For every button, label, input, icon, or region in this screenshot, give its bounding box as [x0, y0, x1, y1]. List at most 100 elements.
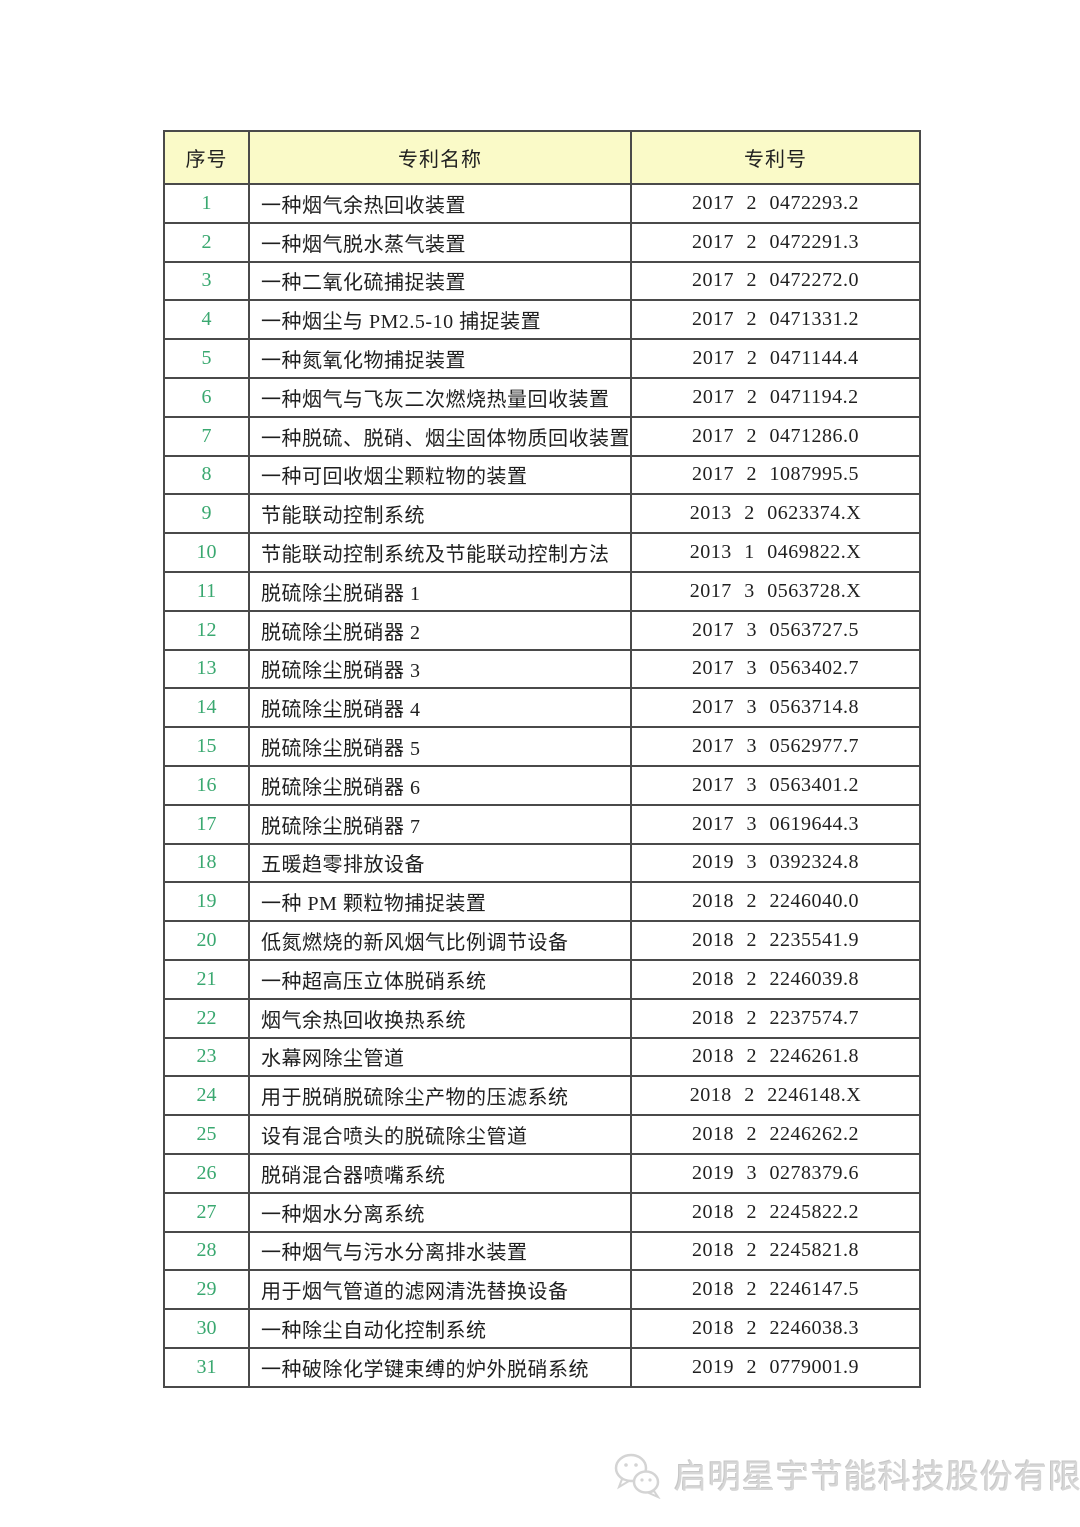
patent-number: 2013 2 0623374.X — [630, 493, 921, 535]
wechat-bubbles-icon — [614, 1453, 661, 1499]
patent-number: 2017 2 1087995.5 — [630, 454, 921, 496]
row-index: 4 — [163, 299, 250, 341]
patent-name: 脱硫除尘脱硝器 3 — [248, 648, 632, 690]
patent-number: 2017 2 0471144.4 — [630, 338, 921, 379]
patent-name: 一种二氧化硫捕捉装置 — [248, 260, 632, 302]
patent-number: 2018 2 2235541.9 — [630, 920, 921, 961]
table-row: 10 节能联动控制系统及节能联动控制方法 2013 1 0469822.X — [163, 532, 921, 573]
row-index: 31 — [163, 1346, 250, 1388]
table-row: 1 一种烟气余热回收装置 2017 2 0472293.2 — [163, 183, 921, 224]
patent-name: 一种除尘自动化控制系统 — [248, 1308, 632, 1349]
patent-number: 2018 2 2246039.8 — [630, 958, 921, 1000]
table-body: 1 一种烟气余热回收装置 2017 2 0472293.2 2 一种烟气脱水蒸气… — [163, 183, 921, 1388]
header-cell-name: 专利名称 — [248, 130, 632, 185]
patent-name: 设有混合喷头的脱硫除尘管道 — [248, 1114, 632, 1155]
patent-table-container: 序号 专利名称 专利号 1 一种烟气余热回收装置 2017 2 0472293.… — [163, 130, 921, 1388]
patent-name: 一种烟水分离系统 — [248, 1191, 632, 1233]
patent-number: 2018 2 2246038.3 — [630, 1308, 921, 1349]
patent-name: 脱硫除尘脱硝器 5 — [248, 726, 632, 767]
row-index: 9 — [163, 493, 250, 535]
patent-number: 2018 2 2246262.2 — [630, 1114, 921, 1155]
patent-name: 一种烟气余热回收装置 — [248, 183, 632, 224]
patent-name: 节能联动控制系统 — [248, 493, 632, 535]
row-index: 15 — [163, 726, 250, 767]
table-row: 9 节能联动控制系统 2013 2 0623374.X — [163, 493, 921, 535]
patent-number: 2017 2 0472293.2 — [630, 183, 921, 224]
patent-name: 用于烟气管道的滤网清洗替换设备 — [248, 1269, 632, 1311]
patent-name: 脱硫除尘脱硝器 6 — [248, 764, 632, 806]
patent-number: 2017 3 0619644.3 — [630, 803, 921, 845]
patent-name: 节能联动控制系统及节能联动控制方法 — [248, 532, 632, 573]
table-row: 30 一种除尘自动化控制系统 2018 2 2246038.3 — [163, 1308, 921, 1349]
patent-name: 脱硫除尘脱硝器 4 — [248, 687, 632, 729]
row-index: 28 — [163, 1230, 250, 1272]
patent-name: 烟气余热回收换热系统 — [248, 997, 632, 1039]
patent-name: 水幕网除尘管道 — [248, 1036, 632, 1078]
row-index: 13 — [163, 648, 250, 690]
row-index: 2 — [163, 221, 250, 263]
patent-number: 2017 3 0563402.7 — [630, 648, 921, 690]
table-row: 14 脱硫除尘脱硝器 4 2017 3 0563714.8 — [163, 687, 921, 729]
row-index: 24 — [163, 1075, 250, 1117]
row-index: 3 — [163, 260, 250, 302]
patent-name: 低氮燃烧的新风烟气比例调节设备 — [248, 920, 632, 961]
table-row: 7 一种脱硫、脱硝、烟尘固体物质回收装置 2017 2 0471286.0 — [163, 415, 921, 457]
table-row: 4 一种烟尘与 PM2.5-10 捕捉装置 2017 2 0471331.2 — [163, 299, 921, 341]
patent-name: 一种氮氧化物捕捉装置 — [248, 338, 632, 379]
row-index: 30 — [163, 1308, 250, 1349]
table-row: 3 一种二氧化硫捕捉装置 2017 2 0472272.0 — [163, 260, 921, 302]
row-index: 6 — [163, 376, 250, 418]
row-index: 18 — [163, 842, 250, 884]
company-watermark-text: 启明星宇节能科技股份有限公司 — [674, 1458, 1080, 1495]
table-row: 21 一种超高压立体脱硝系统 2018 2 2246039.8 — [163, 958, 921, 1000]
patent-number: 2017 3 0563727.5 — [630, 609, 921, 651]
table-row: 15 脱硫除尘脱硝器 5 2017 3 0562977.7 — [163, 726, 921, 767]
patent-name: 一种烟气与飞灰二次燃烧热量回收装置 — [248, 376, 632, 418]
table-row: 2 一种烟气脱水蒸气装置 2017 2 0472291.3 — [163, 221, 921, 263]
table-row: 19 一种 PM 颗粒物捕捉装置 2018 2 2246040.0 — [163, 881, 921, 923]
row-index: 17 — [163, 803, 250, 845]
patent-table: 序号 专利名称 专利号 1 一种烟气余热回收装置 2017 2 0472293.… — [163, 130, 921, 1388]
patent-number: 2018 2 2246147.5 — [630, 1269, 921, 1311]
table-row: 16 脱硫除尘脱硝器 6 2017 3 0563401.2 — [163, 764, 921, 806]
row-index: 14 — [163, 687, 250, 729]
table-row: 24 用于脱硝脱硫除尘产物的压滤系统 2018 2 2246148.X — [163, 1075, 921, 1117]
row-index: 22 — [163, 997, 250, 1039]
table-row: 5 一种氮氧化物捕捉装置 2017 2 0471144.4 — [163, 338, 921, 379]
patent-name: 脱硝混合器喷嘴系统 — [248, 1152, 632, 1194]
table-row: 6 一种烟气与飞灰二次燃烧热量回收装置 2017 2 0471194.2 — [163, 376, 921, 418]
row-index: 10 — [163, 532, 250, 573]
table-row: 13 脱硫除尘脱硝器 3 2017 3 0563402.7 — [163, 648, 921, 690]
row-index: 11 — [163, 570, 250, 612]
row-index: 1 — [163, 183, 250, 224]
row-index: 25 — [163, 1114, 250, 1155]
table-header-row: 序号 专利名称 专利号 — [163, 130, 921, 185]
patent-number: 2017 3 0563401.2 — [630, 764, 921, 806]
patent-number: 2017 2 0471194.2 — [630, 376, 921, 418]
row-index: 29 — [163, 1269, 250, 1311]
table-row: 29 用于烟气管道的滤网清洗替换设备 2018 2 2246147.5 — [163, 1269, 921, 1311]
row-index: 5 — [163, 338, 250, 379]
patent-name: 一种烟气脱水蒸气装置 — [248, 221, 632, 263]
patent-name: 脱硫除尘脱硝器 2 — [248, 609, 632, 651]
patent-name: 脱硫除尘脱硝器 1 — [248, 570, 632, 612]
patent-number: 2018 2 2246148.X — [630, 1075, 921, 1117]
patent-name: 一种烟气与污水分离排水装置 — [248, 1230, 632, 1272]
row-index: 8 — [163, 454, 250, 496]
patent-name: 用于脱硝脱硫除尘产物的压滤系统 — [248, 1075, 632, 1117]
patent-name: 一种烟尘与 PM2.5-10 捕捉装置 — [248, 299, 632, 341]
table-row: 20 低氮燃烧的新风烟气比例调节设备 2018 2 2235541.9 — [163, 920, 921, 961]
row-index: 12 — [163, 609, 250, 651]
table-row: 18 五暖趋零排放设备 2019 3 0392324.8 — [163, 842, 921, 884]
watermark-footer: 启明星宇节能科技股份有限公司 — [612, 1443, 1080, 1505]
patent-number: 2018 2 2237574.7 — [630, 997, 921, 1039]
table-row: 22 烟气余热回收换热系统 2018 2 2237574.7 — [163, 997, 921, 1039]
table-row: 27 一种烟水分离系统 2018 2 2245822.2 — [163, 1191, 921, 1233]
patent-name: 五暖趋零排放设备 — [248, 842, 632, 884]
patent-number: 2018 2 2245821.8 — [630, 1230, 921, 1272]
patent-number: 2017 2 0472272.0 — [630, 260, 921, 302]
patent-name: 一种超高压立体脱硝系统 — [248, 958, 632, 1000]
patent-number: 2017 2 0472291.3 — [630, 221, 921, 263]
table-row: 12 脱硫除尘脱硝器 2 2017 3 0563727.5 — [163, 609, 921, 651]
table-row: 26 脱硝混合器喷嘴系统 2019 3 0278379.6 — [163, 1152, 921, 1194]
